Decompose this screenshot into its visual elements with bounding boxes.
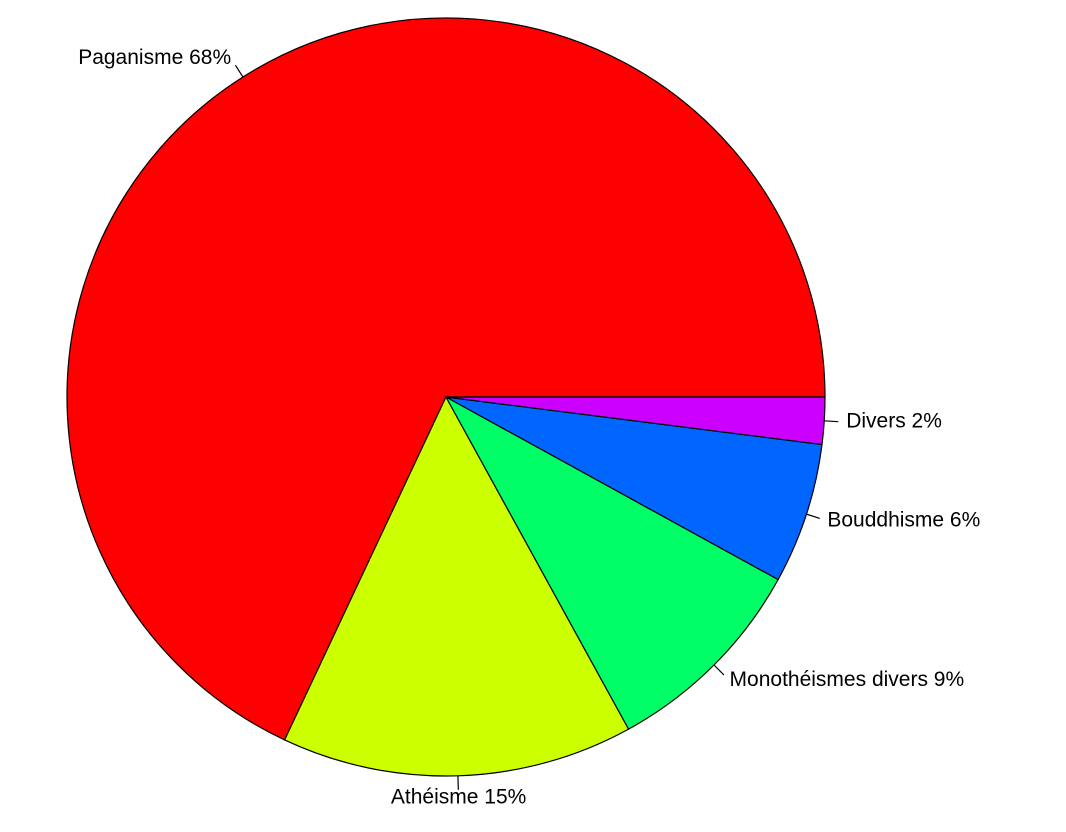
leader-line-monotheismes-divers-9 <box>713 664 725 676</box>
leader-line-paganisme-68 <box>234 64 244 78</box>
slice-label-paganisme-68: Paganisme 68% <box>78 46 231 69</box>
slice-labels: Paganisme 68% Athéisme 15% Monothéismes di… <box>78 46 980 808</box>
label-leader-lines <box>234 64 839 790</box>
pie-slices <box>66 17 826 777</box>
pie-slice-divers-2 <box>445 396 826 446</box>
slice-label-monotheismes-divers-9: Monothéismes divers 9% <box>730 668 965 691</box>
pie-slice-bouddhisme-6 <box>445 396 823 581</box>
slice-label-divers-2: Divers 2% <box>846 410 942 433</box>
slice-label-atheisme-15: Athéisme 15% <box>391 785 526 808</box>
leader-line-divers-2 <box>824 420 839 423</box>
pie-slice-atheisme-15 <box>283 395 630 777</box>
slice-label-bouddhisme-6: Bouddhisme 6% <box>827 508 980 531</box>
leader-line-bouddhisme-6 <box>806 513 820 520</box>
